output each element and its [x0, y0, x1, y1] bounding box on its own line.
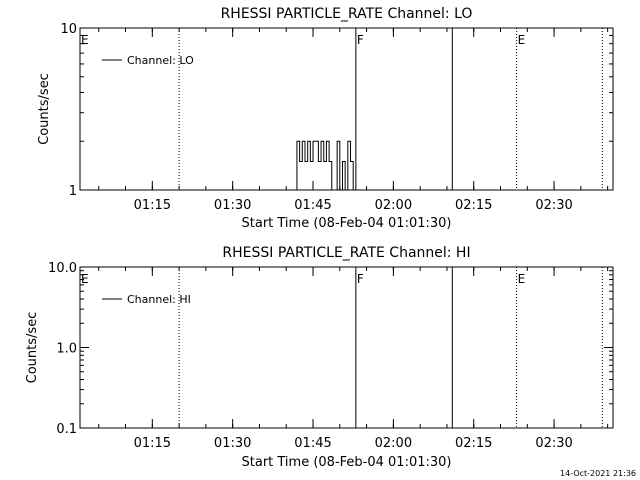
x-tick-label: 02:30 — [535, 436, 572, 451]
y-tick-label: 1 — [69, 184, 77, 199]
event-marker-label: F — [357, 33, 364, 47]
footer-timestamp: 14-Oct-2021 21:36 — [560, 469, 636, 478]
x-tick-label: 02:00 — [375, 436, 412, 451]
x-tick-label: 02:15 — [455, 436, 492, 451]
event-marker-label: E — [518, 272, 526, 286]
chart-title: RHESSI PARTICLE_RATE Channel: LO — [221, 6, 473, 22]
legend-label: Channel: HI — [127, 293, 191, 306]
x-tick-label: 01:45 — [294, 198, 331, 213]
y-tick-label: 10 — [60, 22, 77, 37]
series-line — [294, 140, 356, 191]
event-marker-label: E — [81, 272, 89, 286]
chart-panel-2: RHESSI PARTICLE_RATE Channel: HI 0.1 1.0 10… — [25, 245, 614, 470]
x-tick-label: 01:30 — [214, 436, 251, 451]
x-tick-label: 02:15 — [455, 198, 492, 213]
y-tick-label: 0.1 — [56, 422, 77, 437]
x-tick-label: 01:30 — [214, 198, 251, 213]
y-axis-label: Counts/sec — [25, 312, 40, 384]
event-marker-label: E — [518, 33, 526, 47]
x-tick-label: 02:00 — [375, 198, 412, 213]
x-tick-label: 02:30 — [535, 198, 572, 213]
chart-title: RHESSI PARTICLE_RATE Channel: HI — [222, 245, 470, 261]
event-marker-label: E — [81, 33, 89, 47]
legend-label: Channel: LO — [127, 54, 194, 67]
y-tick-label: 10.0 — [48, 261, 77, 276]
x-tick-label: 01:15 — [134, 198, 171, 213]
y-tick-label: 1.0 — [56, 342, 77, 357]
y-axis-label: Counts/sec — [37, 73, 52, 145]
chart-panel-1: RHESSI PARTICLE_RATE Channel: LO 1 10 01:15… — [37, 6, 614, 231]
x-tick-label: 01:45 — [294, 436, 331, 451]
x-axis-label: Start Time (08-Feb-04 01:01:30) — [242, 216, 452, 231]
event-marker-label: F — [357, 272, 364, 286]
x-tick-label: 01:15 — [134, 436, 171, 451]
chart-panels: RHESSI PARTICLE_RATE Channel: LO 1 10 01:15… — [25, 6, 614, 470]
x-axis-label: Start Time (08-Feb-04 01:01:30) — [242, 455, 452, 470]
